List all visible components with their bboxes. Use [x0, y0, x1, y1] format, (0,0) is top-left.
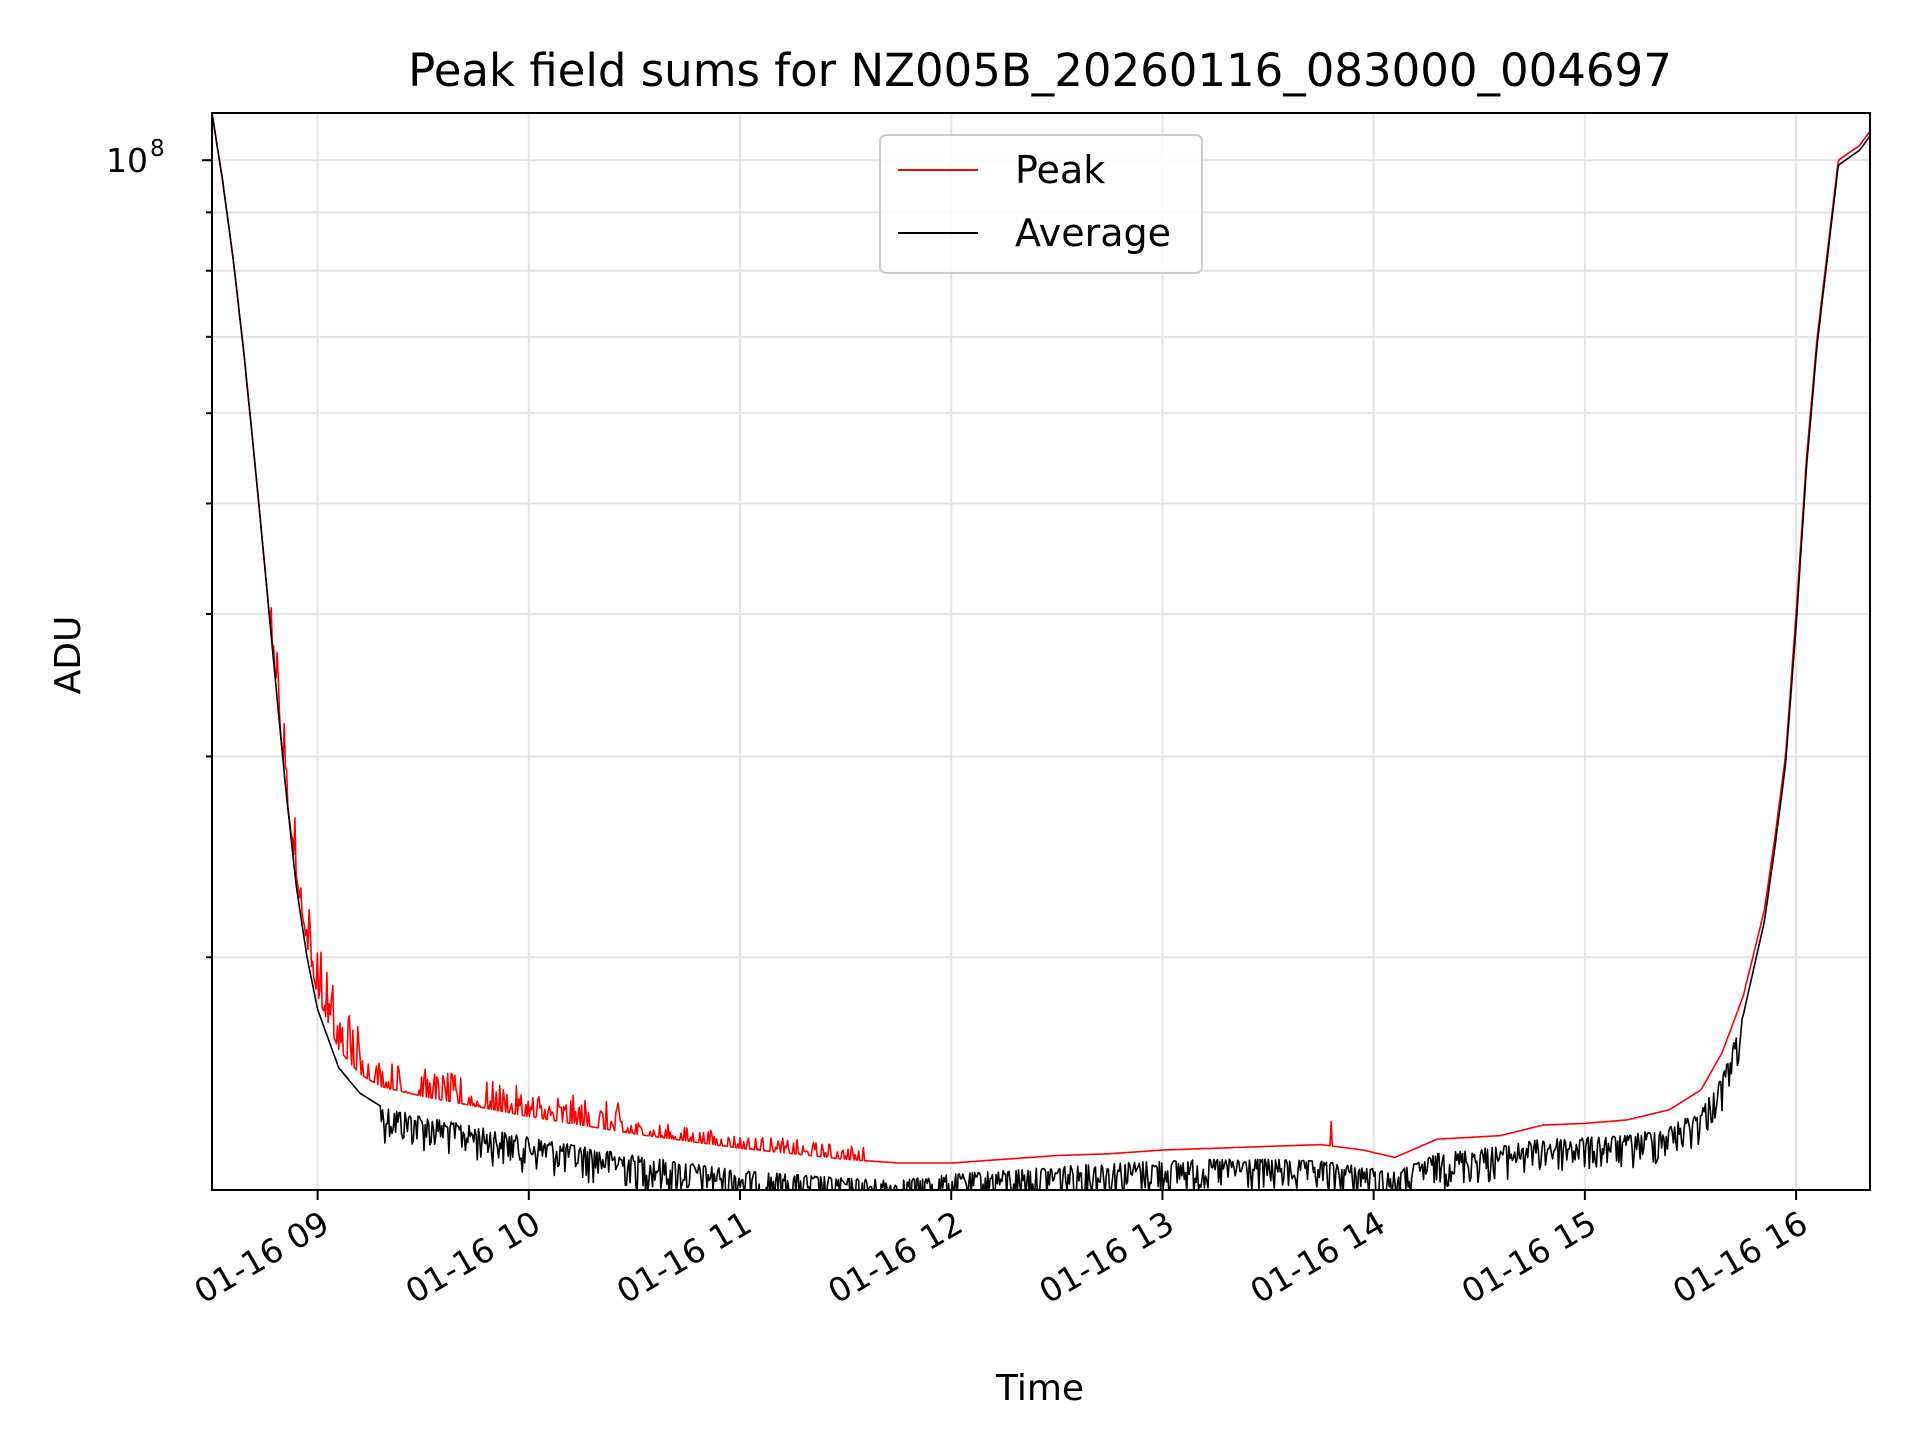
- y-axis-label: ADU: [48, 616, 89, 695]
- series-average-line: [212, 113, 1870, 1190]
- legend-label-peak: Peak: [1015, 148, 1105, 192]
- chart-title: Peak field sums for NZ005B_20260116_0830…: [408, 44, 1672, 97]
- y-tick-label: 10: [106, 141, 148, 180]
- y-tick-label-exponent: 8: [150, 136, 165, 162]
- legend: Peak Average: [879, 134, 1203, 274]
- x-axis-label: Time: [995, 1368, 1084, 1409]
- series-layer: [212, 113, 1870, 1190]
- plot-frame: [211, 112, 1871, 1191]
- legend-label-average: Average: [1015, 211, 1171, 255]
- series-peak-line: [212, 113, 1870, 1164]
